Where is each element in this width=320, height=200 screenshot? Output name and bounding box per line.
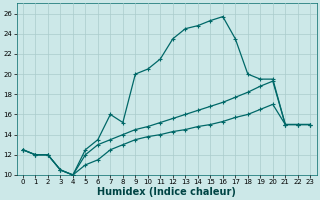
X-axis label: Humidex (Indice chaleur): Humidex (Indice chaleur) <box>97 187 236 197</box>
